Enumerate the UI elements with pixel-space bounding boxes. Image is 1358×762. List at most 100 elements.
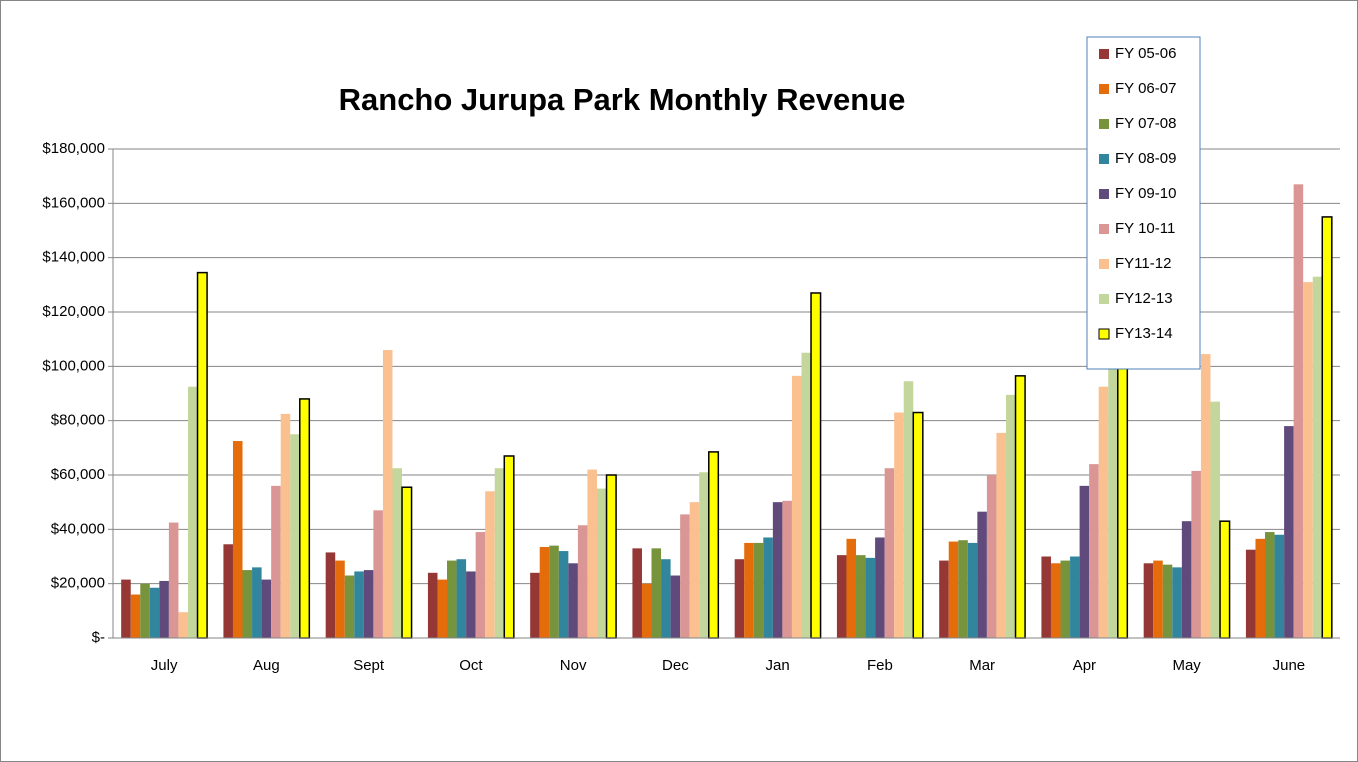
bar (242, 570, 253, 638)
bar (651, 548, 662, 638)
legend-swatch (1099, 259, 1109, 269)
bar (1143, 563, 1154, 638)
bar (1191, 470, 1201, 638)
bar (605, 474, 617, 639)
bar (187, 386, 198, 638)
bar (354, 571, 364, 638)
bar (1265, 532, 1275, 638)
bar (427, 572, 438, 638)
legend-label: FY 06-07 (1115, 80, 1176, 97)
bar (280, 413, 291, 638)
bar (1219, 520, 1231, 639)
bar (539, 546, 550, 638)
x-tick-label: Mar (969, 657, 995, 674)
bar (1070, 556, 1080, 638)
bar (836, 555, 847, 638)
bar (577, 525, 588, 638)
legend-label: FY 08-09 (1115, 150, 1176, 167)
bar (121, 579, 131, 638)
bar (437, 579, 448, 638)
bar (1162, 564, 1173, 638)
bar (178, 612, 188, 638)
legend-swatch (1099, 294, 1109, 304)
x-tick-label: July (151, 657, 178, 674)
bar (596, 488, 607, 638)
bar (1245, 549, 1256, 638)
bar (1079, 485, 1090, 638)
bar (763, 537, 773, 638)
bar (708, 451, 720, 639)
bar (1153, 560, 1163, 638)
legend-label: FY12-13 (1115, 290, 1173, 307)
bar (875, 537, 885, 638)
bar (149, 587, 160, 638)
bar (856, 555, 866, 638)
x-tick-label: Dec (662, 657, 689, 674)
bar (1321, 216, 1333, 639)
x-tick-label: June (1273, 657, 1306, 674)
bar (475, 532, 486, 638)
bar (485, 491, 495, 638)
bar (1181, 521, 1192, 638)
bar (865, 557, 876, 638)
bar (223, 544, 233, 638)
legend-label: FY13-14 (1115, 325, 1173, 342)
bar (466, 571, 476, 638)
bar (1089, 464, 1099, 638)
bar (894, 412, 904, 638)
bar (549, 545, 559, 638)
bar (1117, 343, 1129, 639)
bar (791, 375, 802, 638)
bar (734, 559, 745, 638)
bar (680, 514, 690, 638)
bar (1255, 538, 1266, 638)
bar (252, 567, 262, 638)
bar (1293, 184, 1304, 639)
bar (130, 594, 141, 638)
bar (1108, 363, 1118, 638)
bar (948, 541, 959, 638)
bar (689, 502, 700, 638)
bar (884, 468, 895, 638)
y-tick-label: $120,000 (42, 303, 105, 320)
bar (168, 522, 179, 638)
bar (392, 468, 403, 638)
x-tick-label: May (1172, 657, 1201, 674)
bar (744, 542, 754, 638)
bar (503, 455, 515, 639)
y-tick-label: $- (92, 629, 105, 646)
x-tick-label: Feb (867, 657, 893, 674)
y-tick-label: $40,000 (51, 520, 105, 537)
legend-swatch (1099, 119, 1109, 129)
legend-label: FY 09-10 (1115, 185, 1176, 202)
bar (344, 575, 355, 638)
bar (670, 575, 681, 638)
bar (1172, 567, 1182, 638)
bar (1041, 556, 1051, 638)
bar (373, 510, 383, 638)
bar (632, 548, 642, 638)
bar (271, 485, 281, 638)
y-tick-label: $20,000 (51, 575, 105, 592)
x-tick-label: Nov (560, 657, 587, 674)
bar (1060, 560, 1071, 638)
y-tick-label: $100,000 (42, 357, 105, 374)
x-tick-label: Aug (253, 657, 280, 674)
bar (958, 540, 968, 638)
bar (801, 352, 812, 638)
legend-swatch (1099, 49, 1109, 59)
bar (196, 271, 208, 639)
legend-label: FY 05-06 (1115, 45, 1176, 62)
bar (568, 563, 578, 638)
bar (530, 572, 540, 638)
bar (1014, 375, 1026, 639)
bar (261, 579, 272, 638)
bar (299, 398, 311, 639)
bar (967, 542, 978, 638)
y-tick-label: $80,000 (51, 412, 105, 429)
y-tick-label: $160,000 (42, 194, 105, 211)
legend-swatch (1099, 154, 1109, 164)
bar (1303, 282, 1313, 638)
